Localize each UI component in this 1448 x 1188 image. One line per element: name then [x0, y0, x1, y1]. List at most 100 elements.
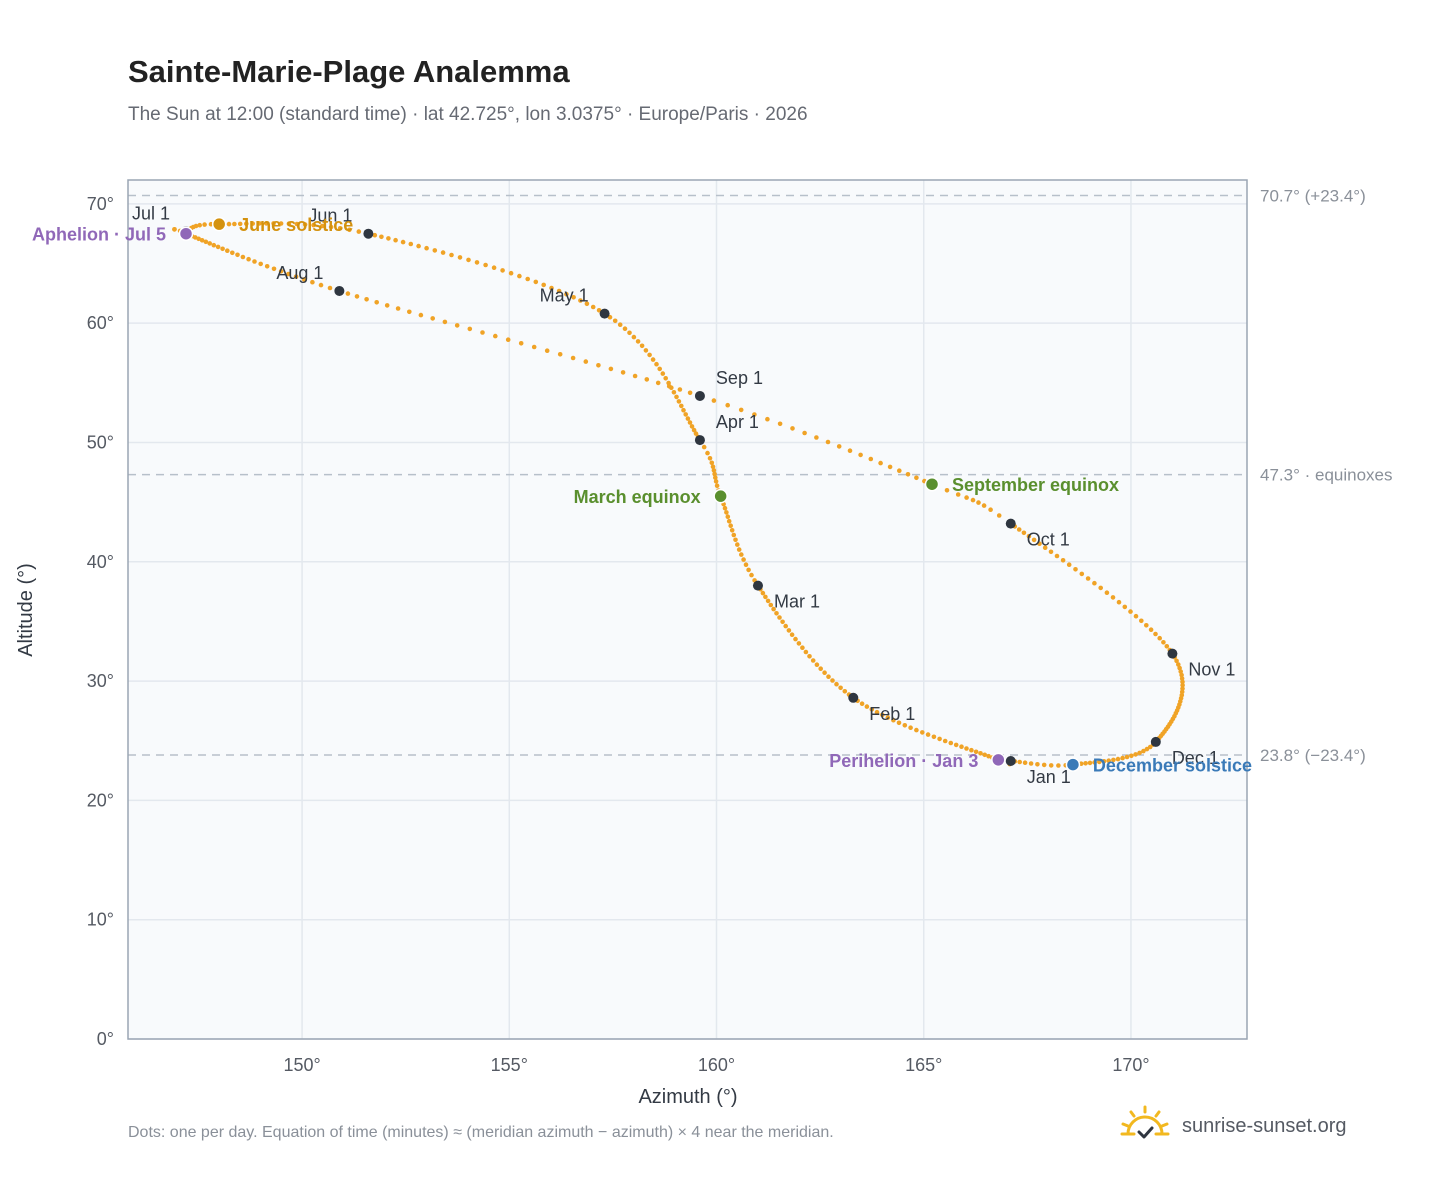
reference-lines: 70.7° (+23.4°) 47.3° · equinoxes 23.8° (−2…	[128, 187, 1393, 765]
plot-area	[128, 180, 1247, 1039]
daily-sun-dot	[347, 227, 352, 233]
daily-sun-dot	[1021, 530, 1027, 536]
daily-sun-dot	[996, 513, 1002, 518]
event-marker-label: Perihelion · Jan 3	[829, 751, 978, 771]
daily-sun-dot	[379, 234, 384, 240]
daily-sun-dot	[544, 348, 550, 354]
daily-sun-dot	[1016, 527, 1022, 532]
daily-sun-dot	[617, 322, 623, 328]
daily-sun-dot	[354, 294, 360, 299]
x-tick-label: 150°	[283, 1055, 320, 1075]
daily-sun-dot	[937, 736, 942, 742]
daily-sun-dot	[859, 701, 865, 706]
daily-sun-dot	[1073, 567, 1078, 572]
daily-sun-dot	[944, 488, 950, 493]
daily-sun-dot	[612, 318, 618, 324]
month-marker-dot	[599, 308, 610, 319]
month-marker-label: Mar 1	[774, 592, 820, 612]
daily-sun-dot	[424, 245, 429, 251]
daily-sun-dot	[220, 246, 225, 252]
daily-sun-dot	[264, 264, 270, 269]
daily-sun-dot	[1048, 549, 1054, 555]
daily-sun-dot	[822, 670, 827, 675]
event-marker-label: June solstice	[239, 215, 353, 235]
daily-sun-dot	[225, 248, 230, 253]
daily-sun-dot	[1180, 679, 1185, 685]
daily-sun-dot	[533, 279, 539, 285]
daily-sun-dot	[374, 300, 380, 305]
month-marker-dot	[752, 580, 763, 591]
daily-sun-dot	[1092, 760, 1097, 765]
month-marker-dot	[334, 285, 345, 296]
daily-sun-dot	[1017, 759, 1022, 765]
daily-sun-dot	[632, 373, 638, 379]
daily-sun-dot	[541, 282, 546, 288]
daily-sun-dot	[988, 507, 993, 512]
daily-sun-dot	[728, 523, 733, 528]
daily-sun-dot	[752, 412, 757, 417]
reference-line-label: 47.3° · equinoxes	[1260, 466, 1393, 485]
daily-sun-dot	[868, 456, 874, 462]
daily-sun-dot	[557, 352, 563, 357]
daily-sun-dot	[301, 277, 307, 282]
daily-sun-dot	[215, 244, 221, 250]
daily-sun-dot	[232, 221, 237, 227]
y-tick-label: 20°	[87, 790, 114, 810]
daily-sun-dot	[250, 221, 255, 226]
daily-sun-dot	[518, 341, 524, 346]
daily-sun-dot	[319, 223, 325, 229]
daily-sun-dot	[226, 221, 232, 227]
daily-sun-dot	[982, 752, 987, 758]
daily-sun-dot	[905, 472, 911, 477]
daily-sun-dot	[252, 259, 257, 264]
daily-sun-dot	[1179, 676, 1185, 681]
daily-sun-dot	[783, 623, 788, 629]
chart-subtitle: The Sun at 12:00 (standard time) · lat 4…	[128, 104, 808, 125]
daily-sun-dot	[1097, 759, 1102, 765]
daily-sun-dot	[814, 435, 819, 440]
daily-sun-dot	[838, 685, 843, 691]
daily-sun-dot	[676, 399, 682, 404]
daily-sun-dot	[880, 712, 885, 718]
daily-sun-dot	[1174, 658, 1179, 664]
month-marker-label: Sep 1	[716, 368, 763, 388]
daily-sun-dot	[768, 602, 774, 608]
brand-logo[interactable]: sunrise-sunset.org	[1120, 1104, 1347, 1148]
daily-sun-dot	[654, 361, 659, 367]
daily-sun-dot	[531, 344, 537, 350]
daily-sun-dot	[311, 222, 316, 228]
daily-sun-dot	[765, 598, 771, 604]
daily-sun-dot	[712, 471, 717, 477]
daily-sun-dot	[1180, 686, 1185, 691]
daily-sun-dot	[505, 337, 511, 343]
month-marker-label: Nov 1	[1188, 660, 1235, 680]
month-marker-label: Oct 1	[1027, 530, 1070, 550]
daily-sun-dot	[631, 334, 637, 340]
daily-sun-dot	[1042, 545, 1048, 550]
daily-sun-dot	[657, 366, 662, 372]
daily-sun-dot	[549, 285, 554, 291]
daily-sun-dot	[644, 377, 650, 382]
daily-sun-dot	[1087, 760, 1093, 766]
daily-sun-dot	[777, 421, 783, 427]
daily-sun-dot	[207, 241, 212, 246]
daily-sun-dot	[202, 222, 207, 227]
daily-sun-dot	[836, 444, 842, 449]
daily-sun-dot	[454, 323, 460, 328]
daily-sun-dot	[197, 222, 202, 228]
daily-sun-dot	[246, 256, 251, 262]
daily-sun-dot	[902, 723, 908, 728]
daily-sun-dot	[771, 606, 776, 612]
daily-sun-dot	[466, 257, 471, 263]
daily-sun-dot	[620, 370, 626, 375]
daily-sun-dot	[689, 424, 695, 429]
daily-sun-dot	[240, 254, 246, 260]
daily-sun-dot	[271, 221, 276, 226]
daily-sun-dot	[418, 312, 424, 318]
daily-sun-dot	[517, 273, 522, 279]
daily-sun-dot	[1079, 571, 1085, 577]
daily-sun-dot	[955, 492, 961, 497]
daily-sun-dot	[278, 269, 284, 274]
daily-sun-dot	[1098, 585, 1103, 591]
daily-sun-dot	[622, 326, 628, 332]
